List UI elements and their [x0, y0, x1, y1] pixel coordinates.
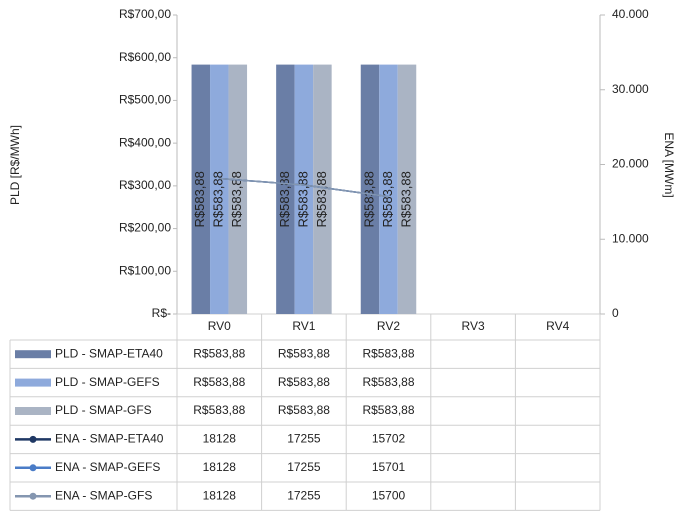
- x-tick-label: RV2: [377, 319, 400, 333]
- legend-label: PLD - SMAP-ETA40: [55, 346, 163, 360]
- x-tick-label: RV4: [546, 319, 569, 333]
- legend-label: ENA - SMAP-GFS: [55, 488, 152, 502]
- legend-label: ENA - SMAP-GEFS: [55, 460, 160, 474]
- legend-label: ENA - SMAP-ETA40: [55, 432, 164, 446]
- y-tick-label: R$100,00: [119, 263, 171, 277]
- y2-tick-label: 30.000: [612, 82, 649, 96]
- y-tick-label: R$200,00: [119, 221, 171, 235]
- y2-tick-label: 20.000: [612, 157, 649, 171]
- bar: [191, 64, 211, 315]
- table-cell: 18128: [203, 460, 237, 474]
- legend-swatch: [15, 378, 51, 387]
- bar: [360, 64, 380, 315]
- y2-tick-label: 40.000: [612, 7, 649, 21]
- y-tick-label: R$500,00: [119, 93, 171, 107]
- legend-swatch: [15, 407, 51, 415]
- bar: [210, 64, 229, 315]
- data-label: R$583,88: [314, 171, 329, 227]
- bar: [276, 64, 295, 315]
- data-label: R$583,88: [229, 171, 244, 227]
- y-tick-label: R$400,00: [119, 135, 171, 149]
- legend-label: PLD - SMAP-GEFS: [55, 375, 160, 389]
- x-tick-label: RV0: [208, 319, 231, 333]
- table-cell: R$583,88: [193, 375, 245, 389]
- data-label: R$583,88: [277, 171, 292, 227]
- legend-marker: [29, 464, 37, 472]
- y2-tick-label: 0: [612, 306, 619, 320]
- table-cell: R$583,88: [362, 403, 414, 417]
- y-tick-label: R$700,00: [119, 7, 171, 21]
- table-cell: 15700: [372, 488, 406, 502]
- bar: [379, 64, 398, 315]
- table-cell: 18128: [203, 488, 237, 502]
- data-label: R$583,88: [295, 171, 310, 227]
- bar: [397, 64, 417, 315]
- data-label: R$583,88: [398, 171, 413, 227]
- legend-swatch: [15, 350, 51, 359]
- table-cell: R$583,88: [278, 403, 330, 417]
- bar: [228, 64, 248, 315]
- x-tick-label: RV1: [292, 319, 315, 333]
- table-cell: R$583,88: [362, 346, 414, 360]
- legend-label: PLD - SMAP-GFS: [55, 403, 152, 417]
- table-cell: 15702: [372, 432, 406, 446]
- table-cell: 17255: [287, 432, 321, 446]
- y-tick-label: R$300,00: [119, 178, 171, 192]
- table-cell: 17255: [287, 488, 321, 502]
- table-cell: 18128: [203, 432, 237, 446]
- table-cell: R$583,88: [362, 375, 414, 389]
- data-label: R$583,88: [192, 171, 207, 227]
- table-cell: R$583,88: [193, 403, 245, 417]
- y2-axis-label: ENA [MWm]: [662, 132, 676, 197]
- legend-marker: [29, 435, 37, 443]
- legend-marker: [29, 492, 37, 500]
- y-tick-label: R$-: [152, 306, 171, 320]
- table-cell: R$583,88: [193, 346, 245, 360]
- table-cell: R$583,88: [278, 375, 330, 389]
- y-axis-label: PLD [R$/MWh]: [8, 125, 22, 205]
- table-cell: R$583,88: [278, 346, 330, 360]
- data-label: R$583,88: [211, 171, 226, 227]
- table-cell: 17255: [287, 460, 321, 474]
- x-tick-label: RV3: [462, 319, 485, 333]
- bar: [313, 64, 332, 315]
- bar: [294, 64, 314, 315]
- data-label: R$583,88: [361, 171, 376, 227]
- table-cell: 15701: [372, 460, 406, 474]
- y-tick-label: R$600,00: [119, 50, 171, 64]
- data-label: R$583,88: [380, 171, 395, 227]
- line: [219, 177, 389, 198]
- y2-tick-label: 10.000: [612, 231, 649, 245]
